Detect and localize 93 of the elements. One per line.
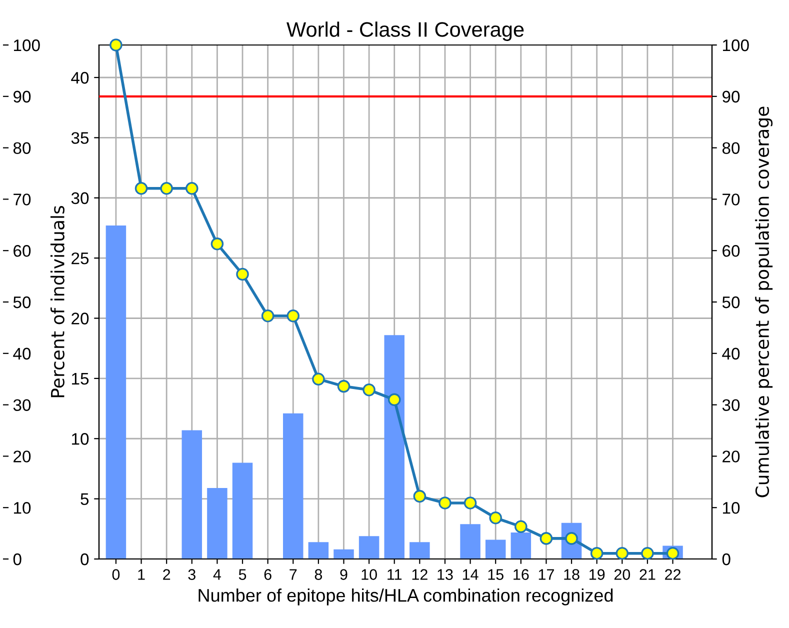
x-tick-label: 0 [112,569,120,580]
bar [207,488,228,559]
x-tick-label: 5 [238,569,246,580]
x-tick-label: 10 [362,569,377,580]
x-tick-label: 18 [564,569,580,580]
point [134,182,148,195]
y2-tick-label: 90 [722,90,740,103]
point [514,520,528,534]
chart-title: World - Class II Coverage [286,22,524,41]
point [590,546,604,560]
bar [283,413,304,559]
y2-tick-label: 100 [722,39,749,52]
y2-tick-label: 70 [722,194,740,206]
y3-tick-label: 60 [14,245,31,257]
y3-tick-label: 50 [13,296,31,308]
x-tick-label: 4 [213,569,221,580]
y2-tick-label: 0 [722,553,730,566]
x-tick-label: 11 [388,569,402,580]
bar [358,536,380,559]
y2-tick-label: 60 [722,245,740,257]
point [160,182,173,195]
y3-tick-label: 20 [14,450,31,462]
y-tick-label: 10 [72,433,89,445]
bar [308,542,329,559]
bar [485,540,506,559]
point [413,490,426,503]
x-tick-label: 12 [412,569,428,580]
y-tick-label: 30 [71,192,89,204]
x-tick-label: 2 [163,569,170,580]
x-tick-label: 7 [290,569,297,580]
x-tick-label: 19 [590,569,605,580]
x-tick-label: 9 [340,569,348,580]
y-axis-title: Percent of individuals [50,206,64,398]
point [540,532,553,545]
y3-tick-label: 10 [14,502,31,514]
point [616,546,629,560]
point [388,393,401,406]
y3-tick-label: 100 [14,39,40,52]
point [236,268,249,281]
bar [410,542,430,559]
point [337,380,350,393]
point [110,38,122,52]
y3-tick-label: 30 [13,399,31,412]
y2-tick-label: 40 [722,348,740,360]
x-tick-label: 17 [538,569,554,580]
x-tick-label: 1 [138,569,145,580]
point [286,309,300,322]
x-tick-label: 3 [188,569,196,580]
point [438,496,452,510]
y2-tick-label: 80 [722,142,740,154]
y3-tick-label: 40 [13,348,31,360]
y2-axis-title: Cumulative percent of population coverage [755,106,773,498]
point [362,384,376,396]
point [312,372,325,386]
bar [460,524,480,559]
y2-tick-label: 50 [722,296,740,308]
point [464,496,477,510]
y-tick-label: 35 [71,132,89,144]
y3-tick-label: 0 [13,553,22,566]
y3-tick-label: 70 [14,194,31,206]
x-tick-label: 14 [462,569,478,580]
y2-tick-label: 20 [722,450,740,462]
x-tick-label: 8 [314,569,322,580]
bar [384,335,404,559]
y-tick-label: 15 [72,373,89,385]
x-tick-label: 13 [438,569,453,580]
y-tick-label: 40 [71,72,89,84]
x-tick-label: 22 [665,569,680,580]
y2-tick-label: 30 [722,399,740,412]
y2-tick-label: 10 [722,502,740,514]
x-axis-title: Number of epitope hits/HLA combination recognized [198,588,613,606]
x-tick-label: 15 [488,569,504,580]
point [489,511,502,524]
bar [232,462,253,559]
y3-tick-label: 80 [13,142,31,154]
bar [510,532,532,559]
x-tick-label: 20 [614,569,630,580]
y-tick-label: 0 [80,553,89,566]
bar [182,430,202,559]
bar [334,549,354,559]
bar [106,226,126,559]
point [666,546,680,560]
y-tick-label: 20 [72,312,89,324]
point [261,309,274,322]
point [641,546,654,560]
point [210,238,224,250]
point [185,182,198,195]
y-tick-label: 5 [80,493,89,506]
y3-tick-label: 90 [14,90,31,103]
x-tick-label: 21 [640,569,656,580]
y-tick-label: 25 [72,252,89,264]
x-tick-label: 6 [264,569,272,580]
x-tick-label: 16 [514,569,529,580]
